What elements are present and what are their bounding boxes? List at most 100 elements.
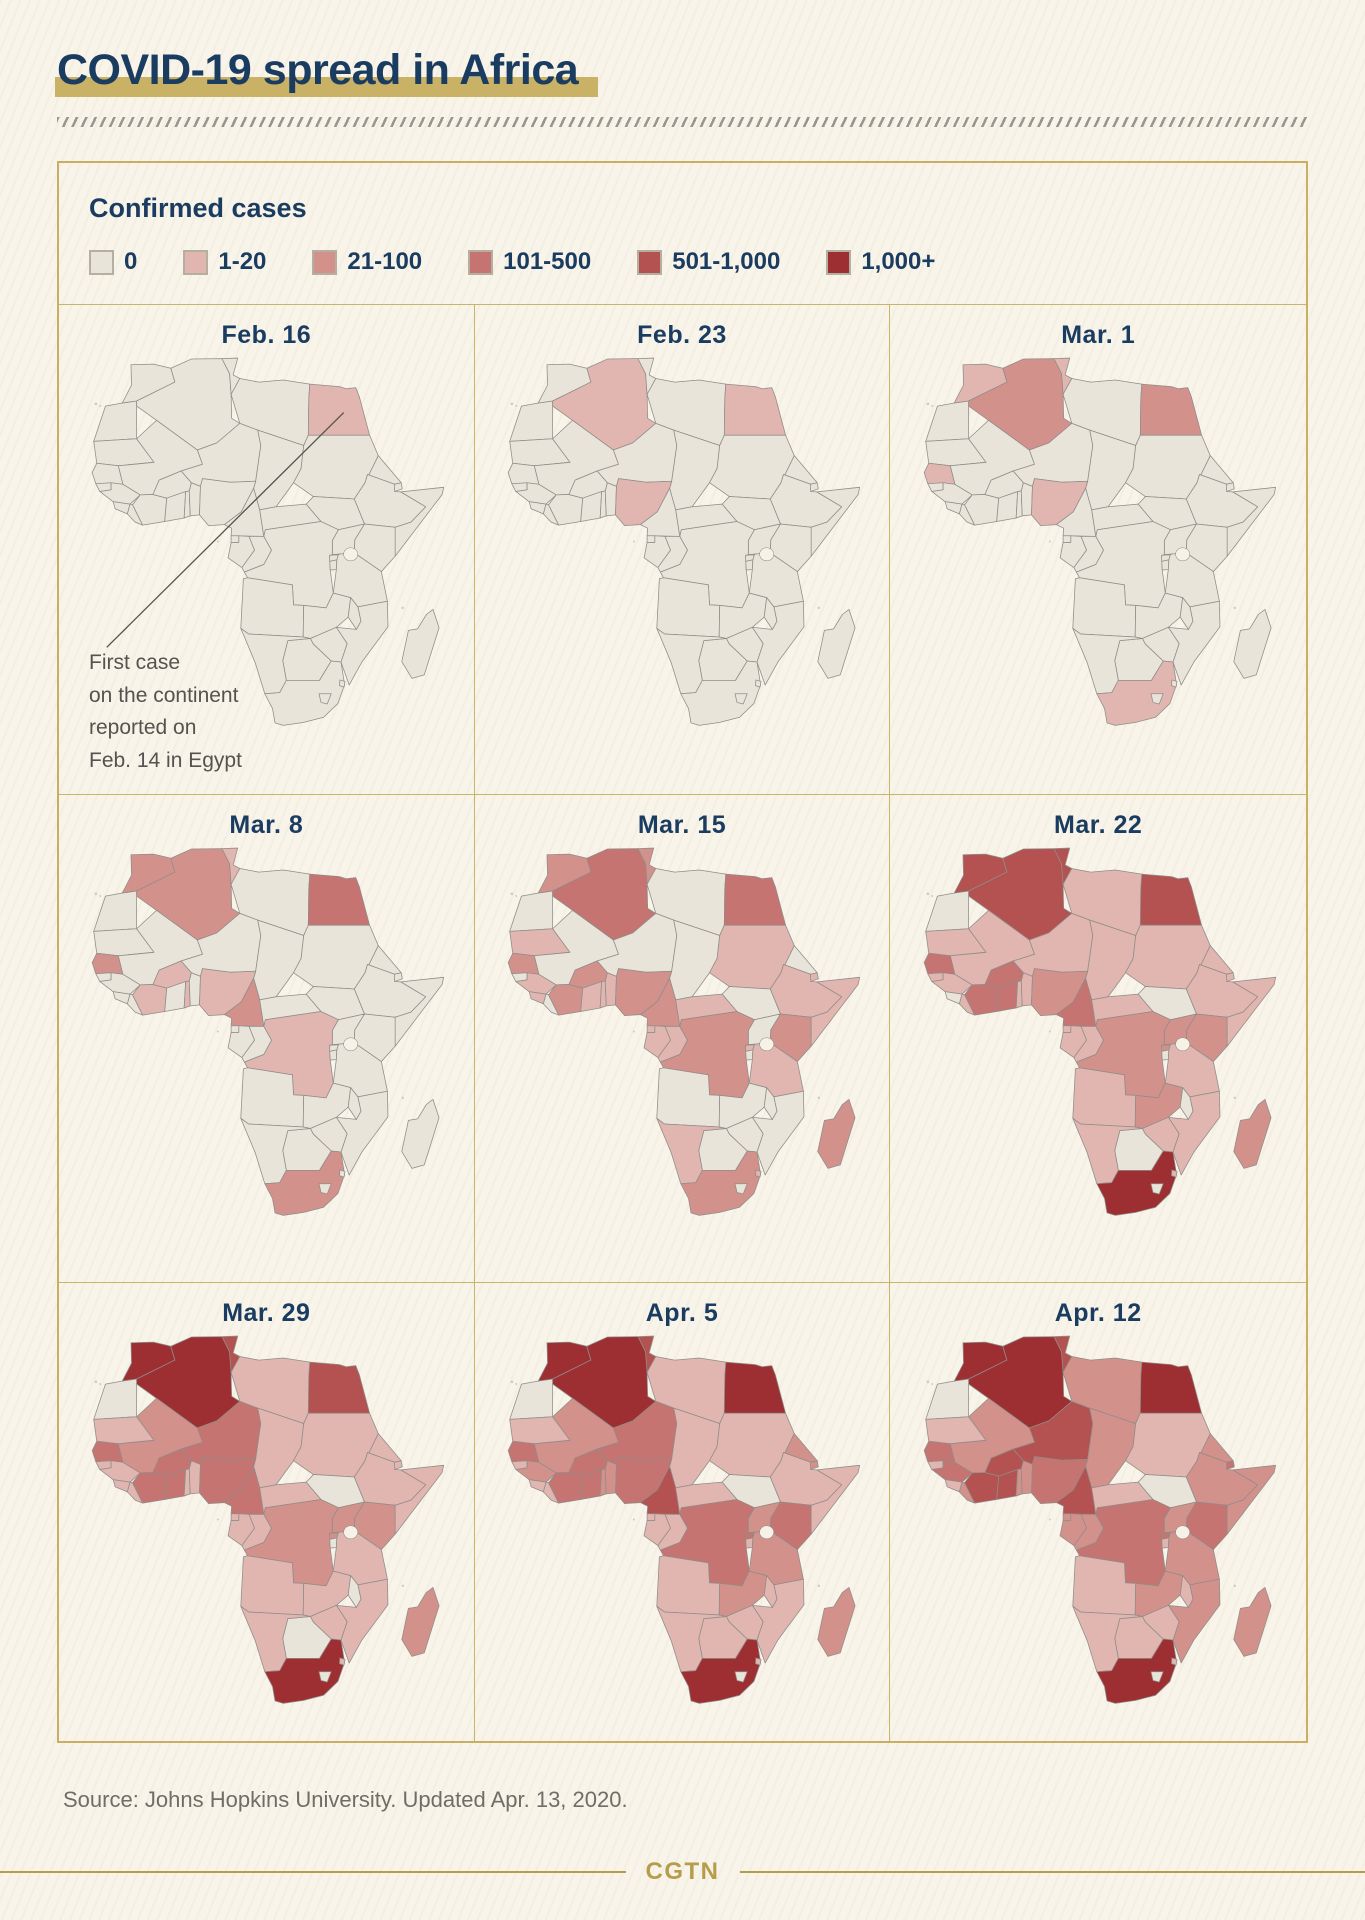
country-bfa — [568, 1448, 608, 1477]
country-sle — [528, 501, 547, 515]
country-gnq — [646, 1025, 656, 1033]
country-mwi — [763, 597, 778, 630]
country-sle — [944, 501, 963, 515]
country-bfa — [984, 470, 1024, 499]
island-speck — [515, 1383, 518, 1385]
island-speck — [926, 1380, 930, 1384]
country-swz — [339, 1169, 346, 1178]
country-mwi — [348, 1087, 362, 1120]
country-lso — [1150, 1183, 1164, 1195]
island-speck — [1049, 1518, 1051, 1521]
country-gnq — [231, 535, 240, 543]
country-esh — [509, 890, 554, 932]
country-sle — [944, 1479, 963, 1493]
country-dji — [1226, 482, 1235, 492]
country-nga — [199, 478, 257, 526]
map-date-label: Feb. 16 — [221, 321, 312, 349]
country-nam — [1072, 627, 1143, 695]
cgtn-logo: CGTN — [645, 1858, 720, 1885]
legend-swatch — [312, 249, 338, 275]
island-speck — [217, 1518, 220, 1521]
lake-victoria — [343, 547, 359, 562]
map-cell: Feb. 23 — [474, 305, 891, 795]
chart-panel: Confirmed cases 0 1-20 21-100 101-500 501-1,… — [57, 161, 1308, 1743]
country-mdg — [817, 609, 856, 679]
country-ben — [604, 972, 617, 1007]
country-bdi — [745, 1537, 754, 1549]
lake-victoria — [759, 1525, 775, 1540]
country-swz — [339, 1657, 346, 1666]
country-mwi — [348, 1575, 362, 1608]
country-dji — [394, 972, 404, 982]
country-dji — [1226, 972, 1235, 982]
lake-victoria — [1175, 1525, 1191, 1540]
map-cell: Apr. 12 — [890, 1283, 1306, 1741]
island-speck — [510, 402, 514, 406]
legend-item: 1-20 — [183, 248, 266, 276]
country-ben — [189, 972, 202, 1007]
map-cell: Mar. 15 — [474, 795, 891, 1283]
country-nga — [1031, 968, 1089, 1016]
country-dji — [394, 1460, 404, 1470]
legend-item: 1,000+ — [826, 248, 935, 276]
country-bfa — [152, 1448, 193, 1477]
country-mdg — [401, 1099, 440, 1169]
country-egy — [723, 383, 786, 436]
annotation-leader-line — [106, 412, 345, 648]
island-speck — [1049, 1030, 1051, 1033]
legend-heading: Confirmed cases — [89, 193, 307, 223]
country-gnq — [1062, 535, 1072, 543]
country-gnq — [231, 1513, 240, 1521]
legend-item: 21-100 — [312, 248, 422, 276]
country-sen — [92, 952, 124, 975]
legend-swatch — [183, 249, 209, 275]
country-egy — [1140, 1361, 1203, 1414]
country-nam — [656, 627, 727, 695]
island-speck — [632, 1030, 635, 1033]
footer-rule-right — [739, 1871, 1365, 1873]
country-sen — [507, 462, 540, 485]
island-speck — [99, 405, 102, 407]
country-mwi — [763, 1575, 778, 1608]
island-speck — [401, 606, 405, 610]
page-title-text: COVID-19 spread in Africa — [54, 46, 599, 97]
africa-map — [923, 357, 1277, 726]
lake-victoria — [759, 547, 775, 562]
country-bdi — [1161, 1049, 1170, 1061]
lake-victoria — [1175, 547, 1191, 562]
country-zaf — [1096, 1150, 1178, 1216]
island-speck — [632, 540, 635, 543]
country-gnq — [231, 1025, 240, 1033]
map-date-label: Mar. 8 — [229, 811, 304, 839]
country-swz — [1171, 679, 1178, 688]
country-gnq — [1062, 1025, 1072, 1033]
map-date-label: Feb. 23 — [637, 321, 727, 349]
map-date-label: Mar. 22 — [1054, 811, 1143, 839]
country-nam — [240, 1117, 312, 1185]
country-zaf — [1096, 1638, 1178, 1704]
lake-victoria — [759, 1037, 775, 1052]
map-date-label: Mar. 1 — [1061, 321, 1136, 349]
map-date-label: Apr. 12 — [1054, 1299, 1142, 1327]
island-speck — [1233, 606, 1237, 610]
footer-rule-left — [0, 1871, 626, 1873]
country-bfa — [984, 1448, 1024, 1477]
legend-label: 0 — [124, 248, 138, 275]
country-sle — [113, 1479, 131, 1493]
country-mwi — [1179, 1087, 1194, 1120]
legend-label: 1-20 — [218, 248, 267, 275]
map-date-label: Apr. 5 — [645, 1299, 719, 1327]
legend-label: 101-500 — [503, 248, 592, 275]
map-date-label: Mar. 29 — [222, 1299, 311, 1327]
country-mwi — [1179, 597, 1194, 630]
country-ben — [604, 482, 617, 517]
island-speck — [401, 1584, 405, 1588]
country-mdg — [1233, 1099, 1272, 1169]
country-bfa — [984, 960, 1024, 989]
africa-map — [92, 357, 445, 726]
country-sle — [944, 991, 963, 1005]
country-bdi — [745, 559, 754, 571]
country-sen — [507, 1440, 540, 1463]
country-mwi — [348, 597, 362, 630]
